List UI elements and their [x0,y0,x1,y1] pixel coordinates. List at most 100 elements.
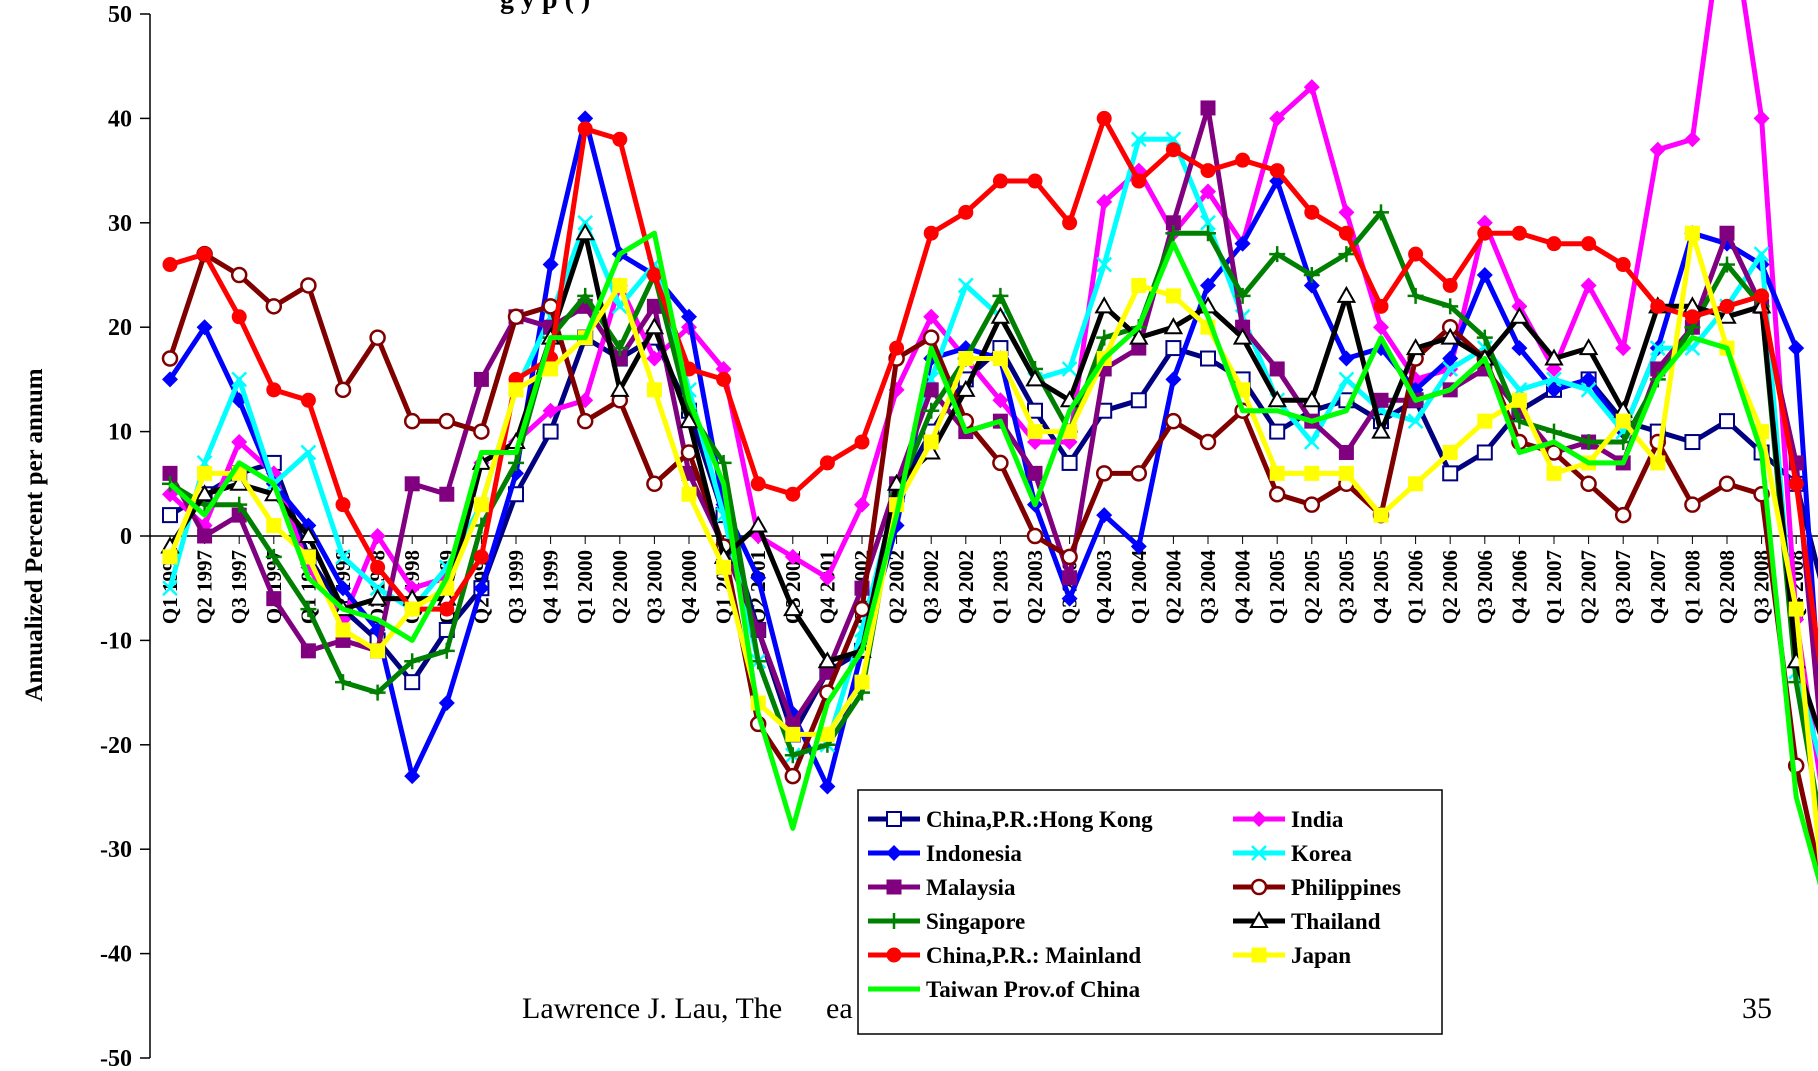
x-tick-label: Q4 2005 [1369,550,1393,624]
x-tick-label: Q1 2008 [1680,550,1704,624]
data-point [438,695,455,712]
data-point [1303,277,1320,294]
data-point [231,309,247,325]
data-point [335,548,351,565]
data-point [1753,110,1770,127]
data-point [507,308,525,326]
data-point [1130,131,1147,148]
data-point [1338,444,1354,460]
data-point [715,454,732,471]
data-point [1373,319,1389,336]
data-point [1649,340,1666,356]
legend-label: China,P.R.:Hong Kong [926,807,1153,832]
data-point [577,214,594,231]
legend-label: Singapore [926,909,1025,934]
data-point [1684,131,1701,148]
data-point [1754,288,1770,304]
data-point [369,684,386,701]
data-point [508,454,524,471]
x-tick-label: Q3 2005 [1334,550,1358,624]
data-point [1336,285,1357,303]
data-point [369,528,386,544]
data-point [1269,110,1286,127]
data-point [1615,257,1631,273]
slide-footer: Lawrence J. Lau, The ea 35 [522,992,1772,1025]
x-tick-label: Q2 2007 [1577,550,1601,624]
x-tick-label: Q4 2004 [1231,550,1255,625]
data-point [1267,390,1287,408]
data-point [785,486,801,502]
data-point [1131,277,1147,293]
data-point [1094,296,1114,314]
legend-label: Taiwan Prov.of China [926,977,1141,1002]
data-point [1200,225,1216,242]
data-point [1269,361,1285,377]
data-point [1684,434,1701,451]
x-tick-label: Q3 2004 [1196,550,1220,625]
data-point [439,486,455,502]
data-point [230,266,248,284]
data-point [1163,317,1184,335]
data-point [1338,350,1355,367]
data-point [577,110,594,127]
data-point [1476,329,1493,346]
data-point [265,298,283,315]
data-point [473,423,490,440]
data-point [992,454,1009,472]
data-point [162,371,178,388]
data-point [1718,475,1736,493]
data-point [1165,288,1181,304]
data-point [1338,371,1355,388]
data-point [161,350,179,367]
data-point [1338,225,1354,241]
data-point [923,402,940,419]
data-point [612,277,628,293]
chart-title-area: g y p ( ) [500,0,590,15]
data-point [784,767,802,785]
data-point [1303,434,1320,450]
data-point [1268,485,1286,503]
x-tick-label: Q3 2000 [642,550,666,624]
data-point [681,308,697,325]
data-point [854,674,870,690]
data-point [957,277,974,294]
legend-entry: Thailand [1233,909,1381,934]
data-point [1200,277,1216,294]
data-point [923,225,939,241]
data-point [886,811,902,827]
data-point [1096,256,1113,273]
data-point [1251,845,1267,861]
data-point [1096,329,1113,346]
data-point [1027,402,1043,419]
y-tick-label: 50 [108,2,132,28]
data-point [1251,811,1267,827]
data-point [1442,298,1459,315]
legend-entry: Philippines [1233,875,1401,900]
data-point [992,287,1009,304]
x-tick-label: Q4 2002 [954,550,978,624]
y-tick-label: 10 [108,420,132,446]
data-point [610,379,630,397]
data-point [300,444,317,461]
y-tick-label: 40 [108,106,132,132]
data-point [1062,215,1078,231]
data-point [1199,433,1217,451]
legend-entry: Singapore [868,909,1025,934]
x-tick-label: Q4 1999 [539,550,563,624]
x-tick-label: Q1 2005 [1265,550,1289,624]
data-point [1165,340,1182,357]
data-point [923,308,940,325]
data-point [819,778,836,795]
x-tick-label: Q1 2000 [573,550,597,624]
data-point [853,600,871,618]
data-point [1025,369,1045,387]
y-axis-ticks: 50 40 30 20 10 0 -10 -20 -30 -40 -50 [100,2,150,1071]
page-number: 35 [1742,992,1772,1025]
data-point [473,497,489,513]
y-tick-label: -10 [100,628,132,654]
data-point [1546,381,1562,398]
data-point [1650,455,1666,471]
data-point [575,223,595,241]
series-lines [160,0,1818,886]
data-point [1578,338,1599,356]
